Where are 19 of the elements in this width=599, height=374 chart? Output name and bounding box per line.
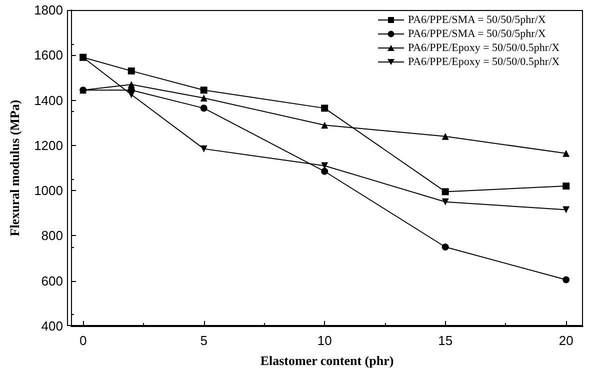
y-tick-label: 800 — [41, 228, 63, 244]
y-tick-label: 400 — [41, 318, 63, 334]
y-tick-label: 1800 — [34, 2, 63, 18]
legend-label: PA6/PPE/Epoxy = 50/50/0.5phr/X — [408, 56, 560, 68]
y-tick-label: 600 — [41, 273, 63, 288]
y-tick-label: 1400 — [34, 92, 63, 108]
x-tick-label: 15 — [438, 333, 453, 348]
x-tick-label: 10 — [317, 333, 332, 348]
legend-label: PA6/PPE/SMA = 50/50/5phr/X — [408, 28, 546, 40]
x-tick-label: 5 — [200, 333, 208, 348]
x-tick-label: 0 — [79, 333, 87, 348]
legend-label: PA6/PPE/SMA = 50/50/5phr/X — [408, 14, 546, 26]
x-axis-title: Elastomer content (phr) — [260, 353, 394, 368]
y-tick-label: 1600 — [34, 48, 63, 63]
y-tick-label: 1200 — [34, 138, 63, 153]
y-axis-title: Flexural modulus (MPa) — [7, 100, 22, 236]
legend-label: PA6/PPE/Epoxy = 50/50/0.5phr/X — [408, 42, 560, 54]
x-tick-label: 20 — [558, 333, 574, 348]
y-tick-label: 1000 — [34, 183, 63, 198]
